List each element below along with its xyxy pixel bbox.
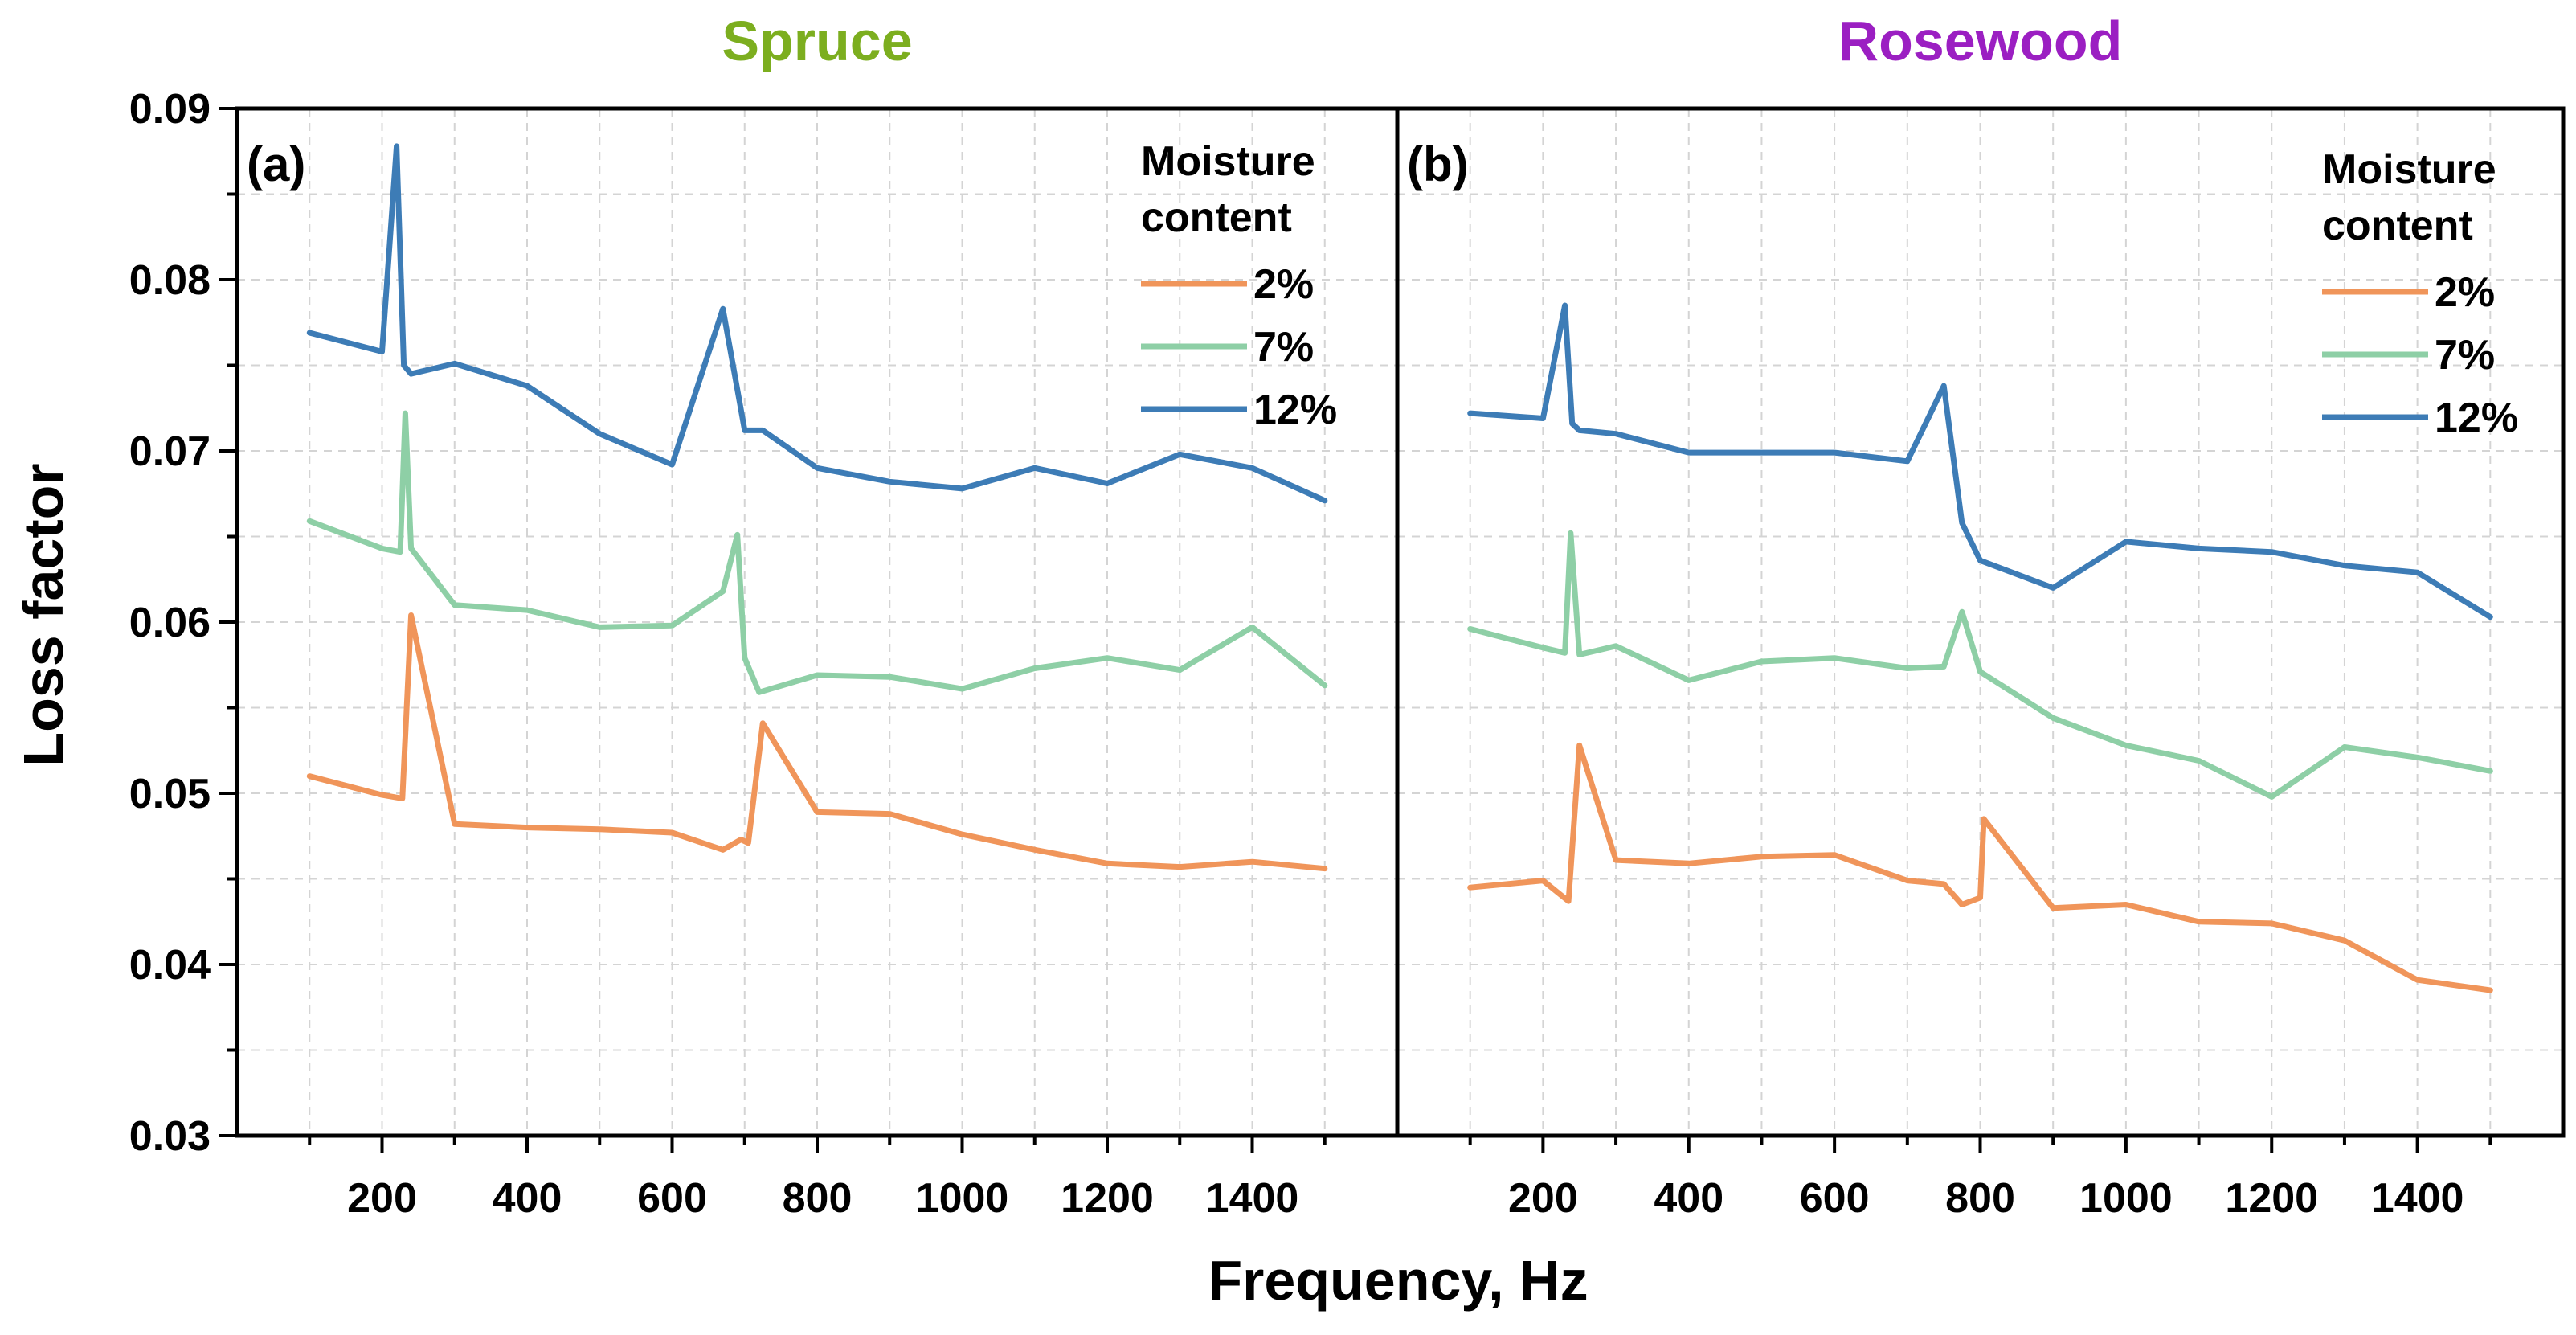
panel-1: 200 400 600 800 1000 1200 1400 0.03 0.04 0.05 0.06… xyxy=(129,10,1400,1222)
series-line-7pct xyxy=(1467,530,2493,800)
legend-entry-label: 7% xyxy=(2435,332,2495,379)
series-line-2pct xyxy=(306,612,1328,872)
x-tick-label: 200 xyxy=(347,1175,417,1222)
x-tick-label: 600 xyxy=(637,1175,707,1222)
x-tick-label: 1200 xyxy=(1061,1175,1154,1222)
x-tick-label: 1400 xyxy=(2371,1175,2464,1222)
y-axis-label: Loss factor xyxy=(12,463,75,766)
x-tick-label: 1000 xyxy=(2079,1175,2173,1222)
panel-label: (a) xyxy=(247,137,305,191)
legend-title: Moisture xyxy=(2322,146,2496,193)
legend: Moisture content 2% 7% 12% xyxy=(1141,138,1337,433)
legend: Moisture content 2% 7% 12% xyxy=(2322,146,2518,441)
y-tick-label: 0.05 xyxy=(129,771,211,817)
panel-label: (b) xyxy=(1407,137,1469,191)
panel-title: Spruce xyxy=(722,10,912,72)
x-tick-label: 1000 xyxy=(916,1175,1009,1222)
y-tick-label: 0.08 xyxy=(129,257,211,304)
y-tick-label: 0.09 xyxy=(129,86,211,133)
y-tick-label: 0.07 xyxy=(129,428,211,475)
legend-entry-label: 12% xyxy=(2435,395,2518,441)
series-line-7pct xyxy=(306,410,1328,695)
panel-2: 200 400 600 800 1000 1200 1400 Rosewood (b) Moist… xyxy=(1395,10,2566,1222)
legend-title: Moisture xyxy=(1141,138,1315,185)
x-tick-label: 1400 xyxy=(1206,1175,1299,1222)
series-line-12pct xyxy=(306,143,1328,504)
x-tick-label: 400 xyxy=(493,1175,562,1222)
legend-entry-label: 12% xyxy=(1253,387,1337,433)
legend-entry-label: 2% xyxy=(2435,269,2495,316)
series-line-2pct xyxy=(1467,742,2493,993)
series-line-12pct xyxy=(1467,302,2493,620)
x-tick-label: 800 xyxy=(1945,1175,2015,1222)
x-axis-label: Frequency, Hz xyxy=(1208,1249,1588,1312)
legend-title: content xyxy=(2322,203,2473,249)
panels: 200 400 600 800 1000 1200 1400 0.03 0.04 0.05 0.06… xyxy=(129,10,2566,1222)
x-tick-label: 600 xyxy=(1800,1175,1870,1222)
legend-entry-label: 7% xyxy=(1253,324,1314,371)
y-tick-label: 0.06 xyxy=(129,600,211,646)
x-tick-label: 400 xyxy=(1654,1175,1723,1222)
x-tick-label: 800 xyxy=(783,1175,853,1222)
x-tick-label: 200 xyxy=(1508,1175,1578,1222)
y-tick-label: 0.04 xyxy=(129,942,211,989)
x-tick-label: 1200 xyxy=(2225,1175,2318,1222)
y-tick-label: 0.03 xyxy=(129,1113,211,1160)
legend-title: content xyxy=(1141,195,1292,241)
legend-entry-label: 2% xyxy=(1253,261,1314,308)
panel-title: Rosewood xyxy=(1838,10,2123,72)
